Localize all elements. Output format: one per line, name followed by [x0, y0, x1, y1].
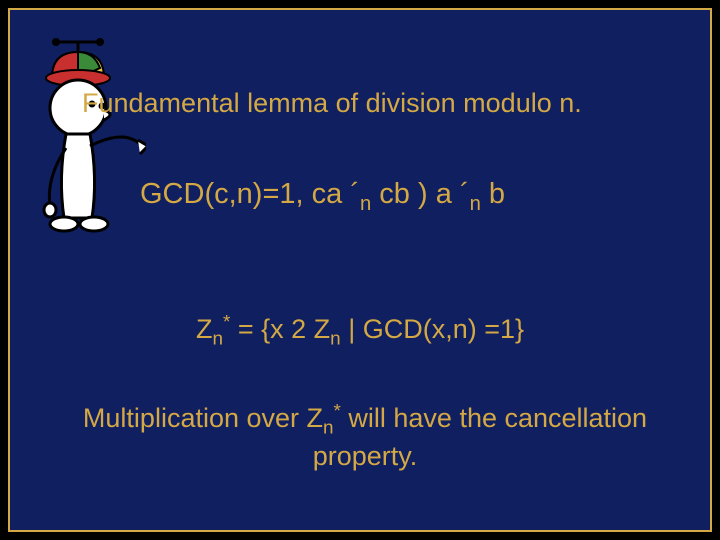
set-definition: Zn* = {x 2 Zn | GCD(x,n) =1}: [10, 312, 710, 350]
concl-text-1: Multiplication over Z: [83, 403, 323, 433]
conclusion: Multiplication over Zn* will have the ca…: [80, 400, 650, 474]
concl-sub-1: n: [323, 417, 334, 438]
zdef-text-2: = {x 2 Z: [230, 314, 330, 344]
zdef-text-1: Z: [196, 314, 213, 344]
slide-content: Fundamental lemma of division modulo n. …: [10, 10, 710, 530]
concl-text-2: will have the cancellation property.: [313, 403, 647, 471]
lemma-text-2: cb ) a ´: [371, 178, 469, 210]
concl-sup-1: *: [334, 401, 341, 422]
zdef-text-3: | GCD(x,n) =1}: [341, 314, 524, 344]
lemma-sub-1: n: [360, 193, 371, 215]
slide-title: Fundamental lemma of division modulo n.: [82, 88, 690, 119]
zdef-sub-1: n: [212, 328, 223, 349]
lemma-text-1: GCD(c,n)=1, ca ´: [140, 178, 360, 210]
lemma-sub-2: n: [470, 193, 481, 215]
lemma-text-3: b: [481, 178, 505, 210]
slide-frame: Fundamental lemma of division modulo n. …: [8, 8, 712, 532]
zdef-sub-2: n: [330, 328, 341, 349]
lemma-statement: GCD(c,n)=1, ca ´n cb ) a ´n b: [140, 178, 690, 216]
